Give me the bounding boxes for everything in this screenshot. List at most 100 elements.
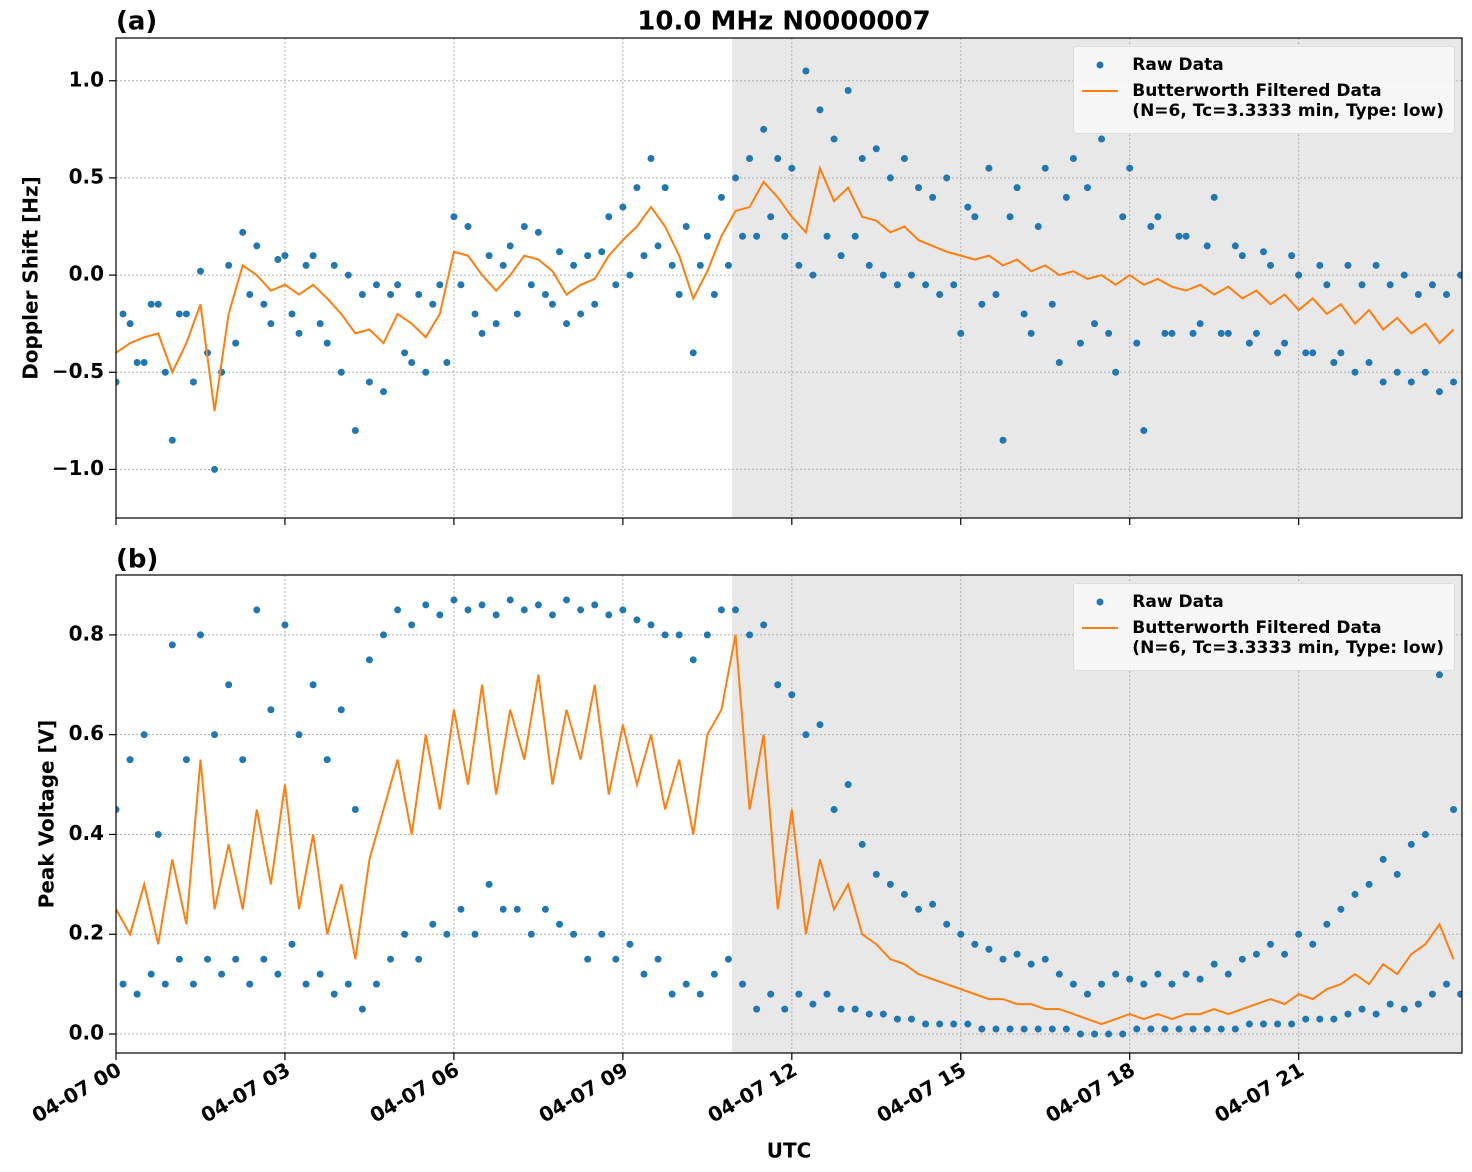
data-point <box>570 261 578 269</box>
data-point <box>893 1015 901 1023</box>
legend-swatch <box>1096 61 1104 69</box>
data-point <box>929 193 937 201</box>
filtered-line <box>116 164 1455 412</box>
data-point <box>619 203 627 211</box>
data-point <box>1048 1025 1056 1033</box>
filtered-line <box>116 634 1455 1026</box>
data-point <box>957 329 965 337</box>
data-point <box>675 631 683 639</box>
data-point <box>739 232 747 240</box>
data-point <box>1154 213 1162 221</box>
data-point <box>1407 378 1415 386</box>
data-point <box>485 252 493 260</box>
data-point <box>302 261 310 269</box>
data-point <box>1076 1030 1084 1038</box>
data-point <box>168 436 176 444</box>
data-point <box>1006 213 1014 221</box>
data-point <box>513 905 521 913</box>
data-point <box>1027 329 1035 337</box>
data-point <box>570 930 578 938</box>
data-point <box>253 606 261 614</box>
data-point <box>1428 990 1436 998</box>
data-point <box>1231 242 1239 250</box>
data-point <box>1379 378 1387 386</box>
data-point <box>703 232 711 240</box>
chart-title: 10.0 MHz N0000007 <box>637 7 930 37</box>
data-point <box>274 970 282 978</box>
data-point <box>344 980 352 988</box>
data-point <box>330 261 338 269</box>
y-tick-label: 0.4 <box>69 821 104 845</box>
data-point <box>527 930 535 938</box>
data-point <box>506 242 514 250</box>
data-point <box>985 945 993 953</box>
data-point <box>746 631 754 639</box>
data-point <box>443 930 451 938</box>
data-point <box>1351 890 1359 898</box>
data-point <box>548 300 556 308</box>
panel-label: (a) <box>116 7 157 37</box>
data-point <box>922 1020 930 1028</box>
data-point <box>809 271 817 279</box>
data-point <box>450 596 458 604</box>
data-point <box>1020 310 1028 318</box>
data-point <box>591 300 599 308</box>
data-point <box>907 271 915 279</box>
data-point <box>1435 671 1443 679</box>
x-tick-label: 04-07 06 <box>366 1057 464 1127</box>
data-point <box>232 955 240 963</box>
data-point <box>527 281 535 289</box>
data-point <box>161 368 169 376</box>
data-point <box>1069 154 1077 162</box>
data-point <box>1034 1025 1042 1033</box>
legend-item: Butterworth Filtered Data (N=6, Tc=3.333… <box>1080 81 1444 121</box>
data-point <box>907 1015 915 1023</box>
data-point <box>302 980 310 988</box>
data-point <box>746 154 754 162</box>
data-point <box>1372 261 1380 269</box>
data-point <box>506 596 514 604</box>
data-point <box>929 900 937 908</box>
data-point <box>661 184 669 192</box>
data-point <box>563 596 571 604</box>
data-point <box>1062 1025 1070 1033</box>
data-point <box>964 203 972 211</box>
data-point <box>196 631 204 639</box>
data-point <box>147 300 155 308</box>
y-tick-label: 0.6 <box>69 721 104 745</box>
data-point <box>823 990 831 998</box>
data-point <box>936 1020 944 1028</box>
data-point <box>556 248 564 256</box>
data-point <box>1316 1015 1324 1023</box>
data-point <box>1450 378 1458 386</box>
axes-frame <box>115 574 1463 1054</box>
data-point <box>992 291 1000 299</box>
data-point <box>218 970 226 978</box>
data-point <box>1091 1030 1099 1038</box>
data-point <box>633 184 641 192</box>
data-point <box>140 731 148 739</box>
data-point <box>1428 281 1436 289</box>
data-point <box>1161 1025 1169 1033</box>
data-point <box>337 706 345 714</box>
data-point <box>1379 855 1387 863</box>
legend-swatch <box>1096 598 1104 606</box>
data-point <box>394 606 402 614</box>
data-point <box>1302 349 1310 357</box>
data-point <box>886 880 894 888</box>
data-point <box>767 213 775 221</box>
data-point <box>1450 806 1458 814</box>
data-point <box>450 213 458 221</box>
data-point <box>133 359 141 367</box>
data-point <box>858 840 866 848</box>
data-point <box>415 955 423 963</box>
data-point <box>739 980 747 988</box>
data-point <box>408 621 416 629</box>
y-tick-label: 0.5 <box>69 164 104 188</box>
data-point <box>985 164 993 172</box>
data-point <box>865 1010 873 1018</box>
data-point <box>1281 950 1289 958</box>
data-point <box>401 930 409 938</box>
data-point <box>1217 1025 1225 1033</box>
data-point <box>703 631 711 639</box>
